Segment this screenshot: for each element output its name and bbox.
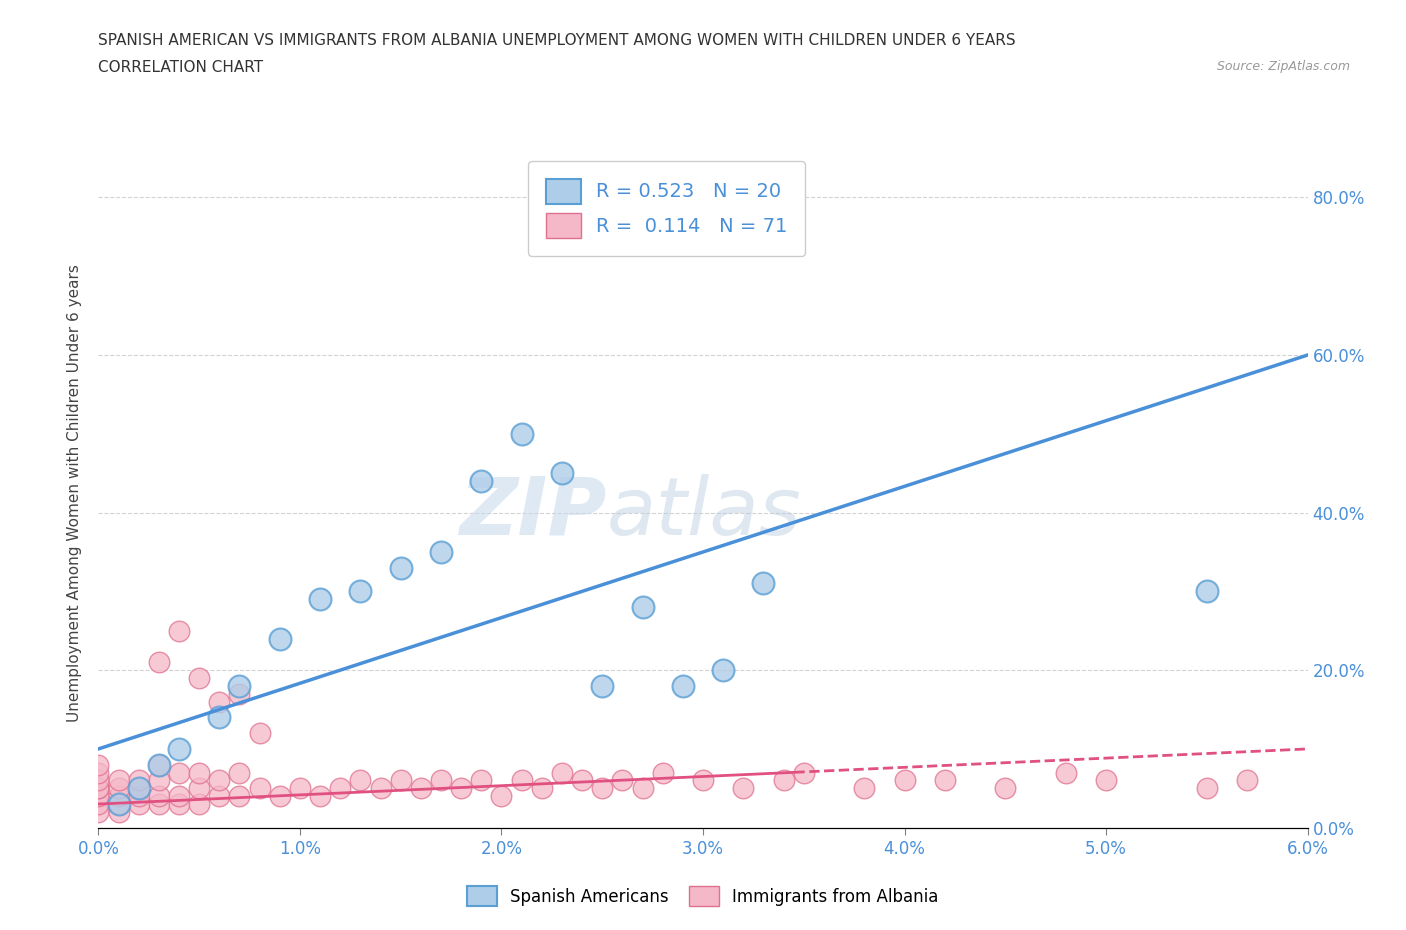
Point [128,773,150,788]
Point [269,631,291,646]
Point [692,773,714,788]
Legend: R = 0.523   N = 20, R =  0.114   N = 71: R = 0.523 N = 20, R = 0.114 N = 71 [529,161,806,256]
Point [752,576,775,591]
Point [148,757,170,772]
Point [934,773,956,788]
Point [208,694,231,709]
Point [651,765,673,780]
Point [631,600,654,615]
Legend: Spanish Americans, Immigrants from Albania: Spanish Americans, Immigrants from Alban… [461,880,945,912]
Point [87,773,110,788]
Point [510,773,533,788]
Point [228,765,250,780]
Point [249,725,271,740]
Point [188,797,211,812]
Y-axis label: Unemployment Among Women with Children Under 6 years: Unemployment Among Women with Children U… [67,264,83,722]
Point [1054,765,1077,780]
Point [269,789,291,804]
Point [288,781,311,796]
Point [370,781,392,796]
Point [128,789,150,804]
Point [128,781,150,796]
Point [591,679,613,694]
Point [430,545,453,560]
Point [450,781,472,796]
Text: SPANISH AMERICAN VS IMMIGRANTS FROM ALBANIA UNEMPLOYMENT AMONG WOMEN WITH CHILDR: SPANISH AMERICAN VS IMMIGRANTS FROM ALBA… [98,33,1017,47]
Point [793,765,815,780]
Point [228,679,250,694]
Point [128,781,150,796]
Point [551,466,574,481]
Point [208,789,231,804]
Point [148,797,170,812]
Point [672,679,695,694]
Point [1195,584,1218,599]
Point [349,773,371,788]
Point [87,797,110,812]
Point [167,765,190,780]
Point [389,560,412,575]
Point [309,789,332,804]
Point [107,797,129,812]
Point [87,781,110,796]
Point [409,781,432,796]
Point [188,765,211,780]
Point [188,671,211,685]
Point [87,789,110,804]
Point [228,686,250,701]
Point [389,773,412,788]
Point [107,804,129,819]
Point [107,781,129,796]
Text: CORRELATION CHART: CORRELATION CHART [98,60,263,75]
Text: Source: ZipAtlas.com: Source: ZipAtlas.com [1216,60,1350,73]
Point [733,781,755,796]
Point [167,789,190,804]
Point [167,741,190,756]
Point [530,781,553,796]
Point [87,757,110,772]
Point [249,781,271,796]
Point [612,773,634,788]
Point [510,426,533,441]
Point [107,797,129,812]
Text: atlas: atlas [606,474,801,552]
Point [772,773,794,788]
Point [148,789,170,804]
Point [893,773,915,788]
Point [228,789,250,804]
Point [1236,773,1258,788]
Point [430,773,453,788]
Point [551,765,574,780]
Point [87,781,110,796]
Point [329,781,352,796]
Point [208,710,231,724]
Point [571,773,593,788]
Point [1195,781,1218,796]
Point [107,773,129,788]
Point [470,773,492,788]
Point [148,773,170,788]
Point [167,623,190,638]
Point [711,663,734,678]
Point [470,473,492,488]
Point [188,781,211,796]
Point [994,781,1017,796]
Point [491,789,513,804]
Point [631,781,654,796]
Point [309,591,332,606]
Text: ZIP: ZIP [458,474,606,552]
Point [87,765,110,780]
Point [107,789,129,804]
Point [208,773,231,788]
Point [128,797,150,812]
Point [148,655,170,670]
Point [167,797,190,812]
Point [853,781,876,796]
Point [349,584,371,599]
Point [1095,773,1118,788]
Point [87,804,110,819]
Point [148,757,170,772]
Point [591,781,613,796]
